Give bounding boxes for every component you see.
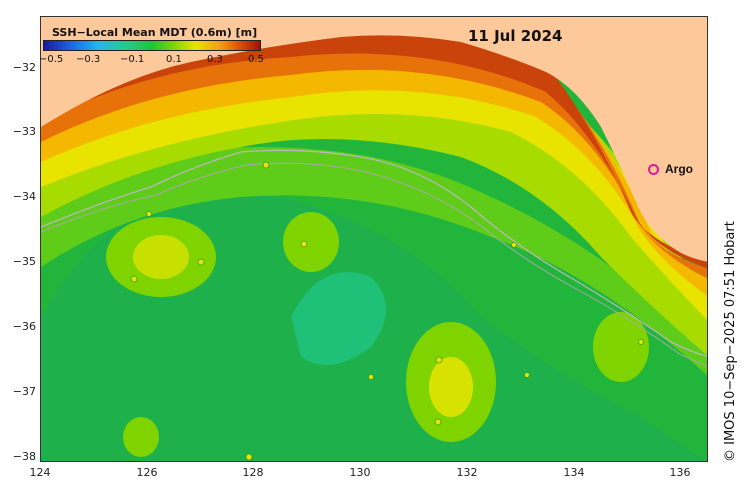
colorbar-tick: 0.1 [166, 54, 182, 65]
lon-tick: 128 [242, 466, 264, 479]
lat-tick: −37 [12, 385, 36, 398]
lat-tick: −36 [12, 320, 36, 333]
colorbar [43, 40, 261, 51]
map-panel[interactable] [40, 16, 708, 462]
shelf-contour-1 [41, 149, 707, 358]
eddy-3-core [429, 357, 473, 417]
ssh-contour-red [41, 17, 707, 269]
colorbar-tick: −0.3 [76, 54, 101, 65]
eddy-4 [593, 312, 649, 382]
lat-tick: −32 [12, 61, 36, 74]
shelf-contour-2 [41, 162, 707, 367]
credit-text: © IMOS 10−Sep−2025 07:51 Hobart [723, 221, 738, 462]
lon-tick: 136 [669, 466, 691, 479]
legend-title: SSH−Local Mean MDT (0.6m) [m] [52, 26, 258, 39]
eddy-5 [123, 417, 159, 457]
colorbar-tick: −0.5 [39, 54, 64, 65]
date-label: 11 Jul 2024 [468, 27, 563, 45]
lon-tick: 130 [349, 466, 371, 479]
lon-tick: 126 [136, 466, 158, 479]
lat-tick: −34 [12, 190, 36, 203]
colorbar-tick: 0.3 [207, 54, 223, 65]
lon-tick: 134 [563, 466, 585, 479]
argo-legend-label: Argo [665, 162, 693, 176]
ssh-contour-mid [41, 147, 707, 376]
ssh-contour-cyan [291, 272, 386, 365]
float-markers [130, 161, 644, 461]
eddy-1-core [133, 235, 189, 279]
ssh-map [41, 17, 707, 461]
colorbar-tick: −0.1 [120, 54, 145, 65]
lon-tick: 124 [29, 466, 51, 479]
lat-tick: −33 [12, 125, 36, 138]
colorbar-tick: 0.5 [248, 54, 264, 65]
lat-tick: −38 [12, 450, 36, 463]
eddy-2 [283, 212, 339, 272]
color-legend: SSH−Local Mean MDT (0.6m) [m] −0.5 −0.3 … [39, 23, 265, 67]
lat-tick: −35 [12, 255, 36, 268]
argo-marker-icon [648, 164, 659, 175]
lon-tick: 132 [456, 466, 478, 479]
